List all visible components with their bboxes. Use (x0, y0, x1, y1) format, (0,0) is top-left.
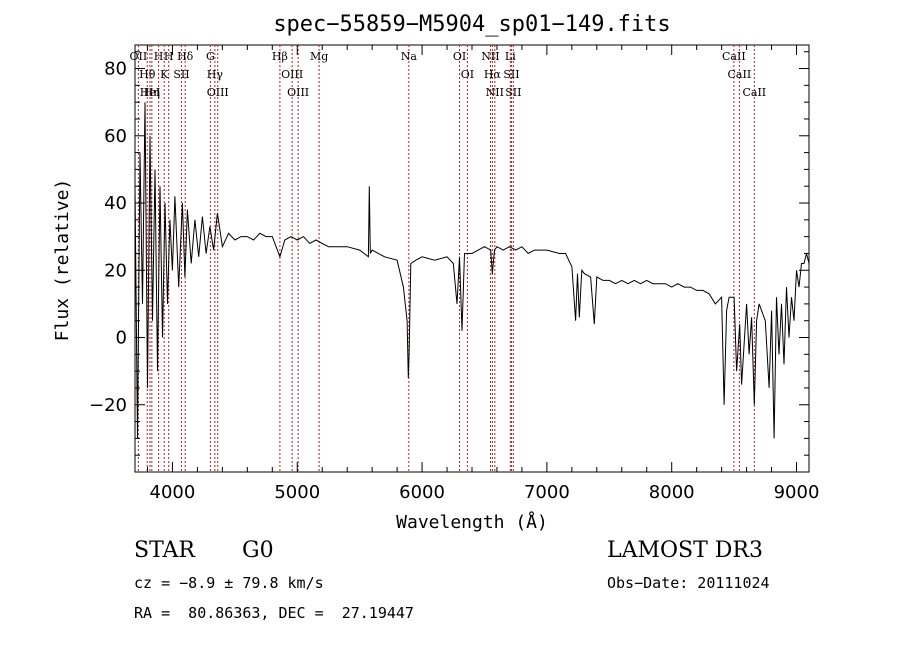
emission-line-label: Hθ (139, 68, 156, 81)
emission-line-label: NII (481, 50, 499, 63)
emission-line-label: OIII (207, 86, 229, 99)
emission-line-label: HeI (140, 86, 160, 99)
y-tick-label: 40 (104, 193, 127, 214)
emission-line-label: Hα (484, 68, 502, 81)
x-tick-label: 4000 (150, 482, 196, 503)
x-tick-label: 5000 (274, 482, 320, 503)
emission-line-label: Hγ (207, 68, 224, 81)
obs-date-text: Obs−Date: 20111024 (607, 574, 770, 592)
emission-line-label: H (164, 50, 174, 63)
emission-line-label: SII (173, 68, 189, 81)
emission-line-markers (137, 45, 755, 472)
plot-frame (134, 44, 810, 473)
emission-line-label: Mg (310, 50, 328, 63)
emission-line-label: Hβ (272, 50, 288, 63)
chart-title: spec−55859−M5904_sp01−149.fits (273, 12, 670, 37)
y-tick-label: 80 (104, 59, 127, 80)
emission-line-label: K (160, 68, 169, 81)
y-tick-label: 0 (116, 328, 127, 349)
spectrum-line (134, 102, 810, 439)
emission-line-label: Hδ (177, 50, 194, 63)
redshift-text: cz = −8.9 ± 79.8 km/s (134, 574, 324, 592)
emission-line-label: H (154, 50, 164, 63)
x-axis-label: Wavelength (Å) (396, 511, 548, 533)
y-axis-label: Flux (relative) (52, 179, 73, 342)
x-tick-label: 8000 (649, 482, 695, 503)
object-subclass: G0 (242, 538, 274, 563)
emission-line-label: CaII (742, 86, 766, 99)
x-tick-label: 7000 (524, 482, 570, 503)
x-axis-ticks: 4000 5000 6000 7000 8000 9000 (146, 45, 820, 503)
y-axis-ticks: −20 0 20 40 60 80 (89, 51, 809, 456)
emission-line-label: NII (486, 86, 504, 99)
y-tick-label: 60 (104, 126, 127, 147)
object-class: STAR (134, 538, 195, 563)
emission-line-label: OIII (281, 68, 303, 81)
emission-line-label: OI (453, 50, 466, 63)
y-tick-label: 20 (104, 260, 127, 281)
emission-line-label: Na (401, 50, 418, 63)
emission-line-label: OII (130, 50, 148, 63)
emission-line-label: OI (461, 68, 474, 81)
emission-line-label: Hη (144, 86, 160, 99)
emission-line-label: SII (503, 68, 519, 81)
coordinates-text: RA = 80.86363, DEC = 27.19447 (134, 604, 414, 622)
x-tick-label: 6000 (399, 482, 445, 503)
emission-line-label: SII (505, 86, 521, 99)
emission-line-label: CaII (722, 50, 746, 63)
survey-name: LAMOST DR3 (607, 538, 763, 563)
emission-line-label: CaII (728, 68, 752, 81)
emission-line-label: OIII (287, 86, 309, 99)
y-tick-label: −20 (89, 395, 127, 416)
emission-line-label: G (206, 50, 215, 63)
x-tick-label: 9000 (774, 482, 820, 503)
emission-line-label: Li (505, 50, 516, 63)
